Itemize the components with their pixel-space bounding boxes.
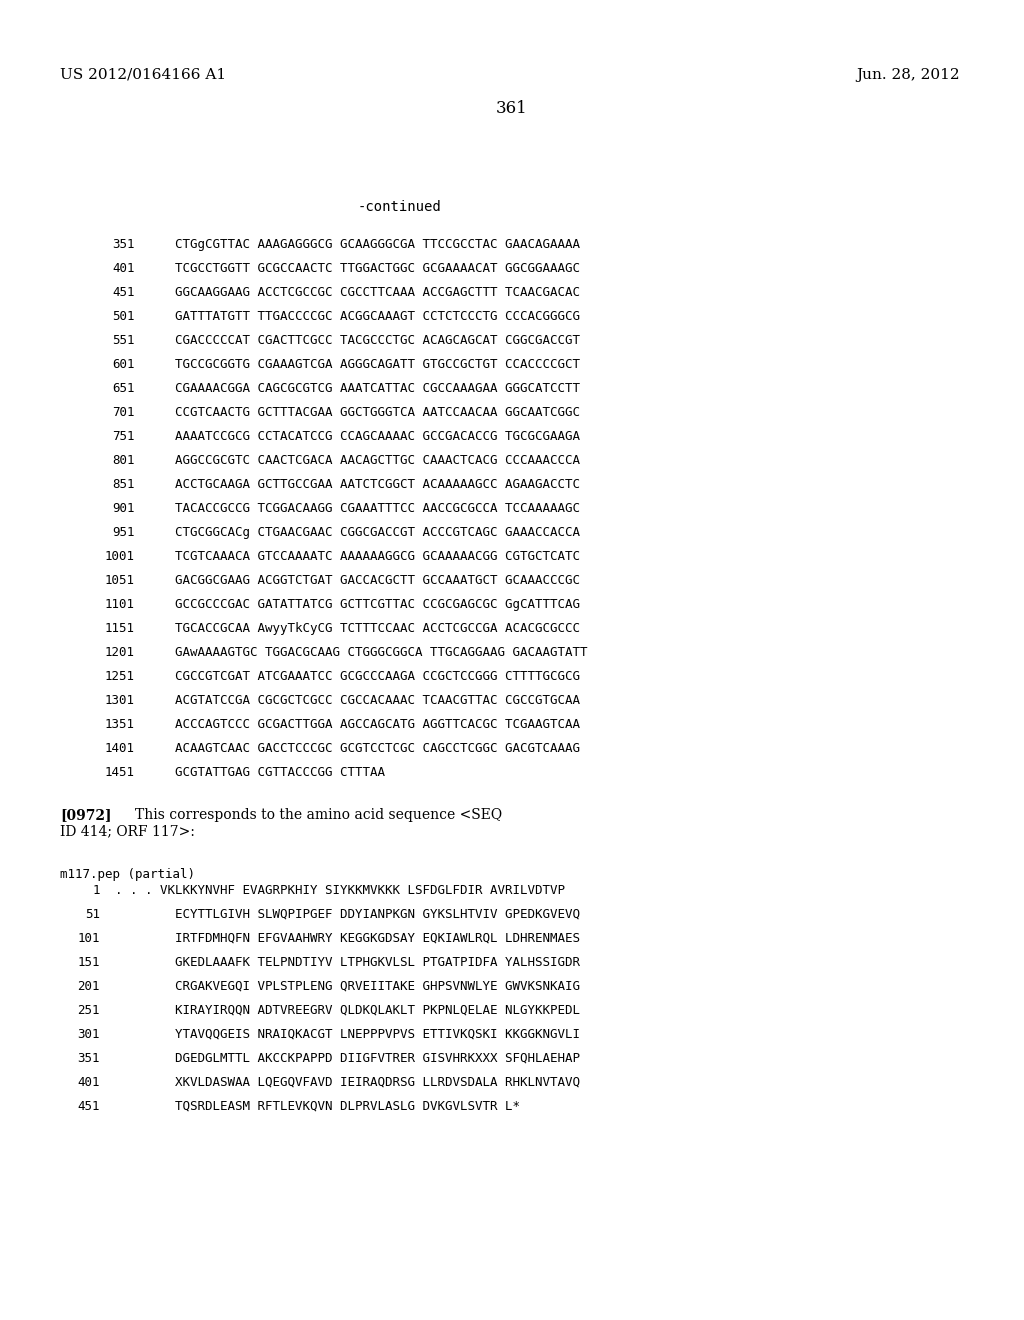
Text: GGCAAGGAAG ACCTCGCCGC CGCCTTCAAA ACCGAGCTTT TCAACGACAC: GGCAAGGAAG ACCTCGCCGC CGCCTTCAAA ACCGAGC… [175, 286, 580, 300]
Text: KIRAYIRQQN ADTVREEGRV QLDKQLAKLT PKPNLQELAE NLGYKKPEDL: KIRAYIRQQN ADTVREEGRV QLDKQLAKLT PKPNLQE… [115, 1005, 580, 1016]
Text: This corresponds to the amino acid sequence <SEQ: This corresponds to the amino acid seque… [135, 808, 502, 822]
Text: TQSRDLEASM RFTLEVKQVN DLPRVLASLG DVKGVLSVTR L*: TQSRDLEASM RFTLEVKQVN DLPRVLASLG DVKGVLS… [115, 1100, 520, 1113]
Text: 651: 651 [113, 381, 135, 395]
Text: 501: 501 [113, 310, 135, 323]
Text: TCGTCAAACA GTCCAAAATC AAAAAAGGCG GCAAAAACGG CGTGCTCATC: TCGTCAAACA GTCCAAAATC AAAAAAGGCG GCAAAAA… [175, 550, 580, 564]
Text: US 2012/0164166 A1: US 2012/0164166 A1 [60, 69, 226, 82]
Text: 401: 401 [113, 261, 135, 275]
Text: TGCCGCGGTG CGAAAGTCGA AGGGCAGATT GTGCCGCTGT CCACCCCGCT: TGCCGCGGTG CGAAAGTCGA AGGGCAGATT GTGCCGC… [175, 358, 580, 371]
Text: CGCCGTCGAT ATCGAAATCC GCGCCCAAGA CCGCTCCGGG CTTTTGCGCG: CGCCGTCGAT ATCGAAATCC GCGCCCAAGA CCGCTCC… [175, 671, 580, 682]
Text: CCGTCAACTG GCTTTACGAA GGCTGGGTCA AATCCAACAA GGCAATCGGC: CCGTCAACTG GCTTTACGAA GGCTGGGTCA AATCCAA… [175, 407, 580, 418]
Text: 201: 201 [78, 979, 100, 993]
Text: ACCCAGTCCC GCGACTTGGA AGCCAGCATG AGGTTCACGC TCGAAGTCAA: ACCCAGTCCC GCGACTTGGA AGCCAGCATG AGGTTCA… [175, 718, 580, 731]
Text: ID 414; ORF 117>:: ID 414; ORF 117>: [60, 824, 195, 838]
Text: ACAAGTCAAC GACCTCCCGC GCGTCCTCGC CAGCCTCGGC GACGTCAAAG: ACAAGTCAAC GACCTCCCGC GCGTCCTCGC CAGCCTC… [175, 742, 580, 755]
Text: 251: 251 [78, 1005, 100, 1016]
Text: 801: 801 [113, 454, 135, 467]
Text: XKVLDASWAA LQEGQVFAVD IEIRAQDRSG LLRDVSDALA RHKLNVTAVQ: XKVLDASWAA LQEGQVFAVD IEIRAQDRSG LLRDVSD… [115, 1076, 580, 1089]
Text: CGAAAACGGA CAGCGCGTCG AAATCATTAC CGCCAAAGAA GGGCATCCTT: CGAAAACGGA CAGCGCGTCG AAATCATTAC CGCCAAA… [175, 381, 580, 395]
Text: 1001: 1001 [105, 550, 135, 564]
Text: IRTFDMHQFN EFGVAAHWRY KEGGKGDSAY EQKIAWLRQL LDHRENMAES: IRTFDMHQFN EFGVAAHWRY KEGGKGDSAY EQKIAWL… [115, 932, 580, 945]
Text: GCGTATTGAG CGTTACCCGG CTTTAA: GCGTATTGAG CGTTACCCGG CTTTAA [175, 766, 385, 779]
Text: 361: 361 [496, 100, 528, 117]
Text: CGACCCCCAT CGACTTCGCC TACGCCCTGC ACAGCAGCAT CGGCGACCGT: CGACCCCCAT CGACTTCGCC TACGCCCTGC ACAGCAG… [175, 334, 580, 347]
Text: GATTTATGTT TTGACCCCGC ACGGCAAAGT CCTCTCCCTG CCCACGGGCG: GATTTATGTT TTGACCCCGC ACGGCAAAGT CCTCTCC… [175, 310, 580, 323]
Text: 1201: 1201 [105, 645, 135, 659]
Text: CRGAKVEGQI VPLSTPLENG QRVEIITAKE GHPSVNWLYE GWVKSNKAIG: CRGAKVEGQI VPLSTPLENG QRVEIITAKE GHPSVNW… [115, 979, 580, 993]
Text: ECYTTLGIVH SLWQPIPGEF DDYIANPKGN GYKSLHTVIV GPEDKGVEVQ: ECYTTLGIVH SLWQPIPGEF DDYIANPKGN GYKSLHT… [115, 908, 580, 921]
Text: CTGgCGTTAC AAAGAGGGCG GCAAGGGCGA TTCCGCCTAC GAACAGAAAA: CTGgCGTTAC AAAGAGGGCG GCAAGGGCGA TTCCGCC… [175, 238, 580, 251]
Text: 351: 351 [78, 1052, 100, 1065]
Text: 1401: 1401 [105, 742, 135, 755]
Text: 601: 601 [113, 358, 135, 371]
Text: CTGCGGCACg CTGAACGAAC CGGCGACCGT ACCCGTCAGC GAAACCACCA: CTGCGGCACg CTGAACGAAC CGGCGACCGT ACCCGTC… [175, 525, 580, 539]
Text: GKEDLAAAFK TELPNDTIYV LTPHGKVLSL PTGATPIDFA YALHSSIGDR: GKEDLAAAFK TELPNDTIYV LTPHGKVLSL PTGATPI… [115, 956, 580, 969]
Text: 51: 51 [85, 908, 100, 921]
Text: . . . VKLKKYNVHF EVAGRPKHIY SIYKKMVKKK LSFDGLFDIR AVRILVDTVP: . . . VKLKKYNVHF EVAGRPKHIY SIYKKMVKKK L… [115, 884, 565, 898]
Text: 151: 151 [78, 956, 100, 969]
Text: AAAATCCGCG CCTACATCCG CCAGCAAAAC GCCGACACCG TGCGCGAAGA: AAAATCCGCG CCTACATCCG CCAGCAAAAC GCCGACA… [175, 430, 580, 444]
Text: 751: 751 [113, 430, 135, 444]
Text: 1251: 1251 [105, 671, 135, 682]
Text: 101: 101 [78, 932, 100, 945]
Text: 401: 401 [78, 1076, 100, 1089]
Text: 701: 701 [113, 407, 135, 418]
Text: m117.pep (partial): m117.pep (partial) [60, 869, 195, 880]
Text: 301: 301 [78, 1028, 100, 1041]
Text: AGGCCGCGTC CAACTCGACA AACAGCTTGC CAAACTCACG CCCAAACCCA: AGGCCGCGTC CAACTCGACA AACAGCTTGC CAAACTC… [175, 454, 580, 467]
Text: 351: 351 [113, 238, 135, 251]
Text: 1301: 1301 [105, 694, 135, 708]
Text: -continued: -continued [358, 201, 442, 214]
Text: 851: 851 [113, 478, 135, 491]
Text: ACCTGCAAGA GCTTGCCGAA AATCTCGGCT ACAAAAAGCC AGAAGACCTC: ACCTGCAAGA GCTTGCCGAA AATCTCGGCT ACAAAAA… [175, 478, 580, 491]
Text: 901: 901 [113, 502, 135, 515]
Text: 1101: 1101 [105, 598, 135, 611]
Text: TACACCGCCG TCGGACAAGG CGAAATTTCC AACCGCGCCA TCCAAAAAGC: TACACCGCCG TCGGACAAGG CGAAATTTCC AACCGCG… [175, 502, 580, 515]
Text: DGEDGLMTTL AKCCKPAPPD DIIGFVTRER GISVHRKXXX SFQHLAEHAP: DGEDGLMTTL AKCCKPAPPD DIIGFVTRER GISVHRK… [115, 1052, 580, 1065]
Text: GACGGCGAAG ACGGTCTGAT GACCACGCTT GCCAAATGCT GCAAACCCGC: GACGGCGAAG ACGGTCTGAT GACCACGCTT GCCAAAT… [175, 574, 580, 587]
Text: 451: 451 [113, 286, 135, 300]
Text: 1351: 1351 [105, 718, 135, 731]
Text: 1051: 1051 [105, 574, 135, 587]
Text: ACGTATCCGA CGCGCTCGCC CGCCACAAAC TCAACGTTAC CGCCGTGCAA: ACGTATCCGA CGCGCTCGCC CGCCACAAAC TCAACGT… [175, 694, 580, 708]
Text: TGCACCGCAA AwyyTkCyCG TCTTTCCAAC ACCTCGCCGA ACACGCGCCC: TGCACCGCAA AwyyTkCyCG TCTTTCCAAC ACCTCGC… [175, 622, 580, 635]
Text: [0972]: [0972] [60, 808, 112, 822]
Text: 951: 951 [113, 525, 135, 539]
Text: Jun. 28, 2012: Jun. 28, 2012 [856, 69, 961, 82]
Text: 1151: 1151 [105, 622, 135, 635]
Text: 1451: 1451 [105, 766, 135, 779]
Text: 551: 551 [113, 334, 135, 347]
Text: 1: 1 [92, 884, 100, 898]
Text: GAwAAAAGTGC TGGACGCAAG CTGGGCGGCA TTGCAGGAAG GACAAGTATT: GAwAAAAGTGC TGGACGCAAG CTGGGCGGCA TTGCAG… [175, 645, 588, 659]
Text: GCCGCCCGAC GATATTATCG GCTTCGTTAC CCGCGAGCGC GgCATTTCAG: GCCGCCCGAC GATATTATCG GCTTCGTTAC CCGCGAG… [175, 598, 580, 611]
Text: TCGCCTGGTT GCGCCAACTC TTGGACTGGC GCGAAAACAT GGCGGAAAGC: TCGCCTGGTT GCGCCAACTC TTGGACTGGC GCGAAAA… [175, 261, 580, 275]
Text: 451: 451 [78, 1100, 100, 1113]
Text: YTAVQQGEIS NRAIQKACGT LNEPPPVPVS ETTIVKQSKI KKGGKNGVLI: YTAVQQGEIS NRAIQKACGT LNEPPPVPVS ETTIVKQ… [115, 1028, 580, 1041]
